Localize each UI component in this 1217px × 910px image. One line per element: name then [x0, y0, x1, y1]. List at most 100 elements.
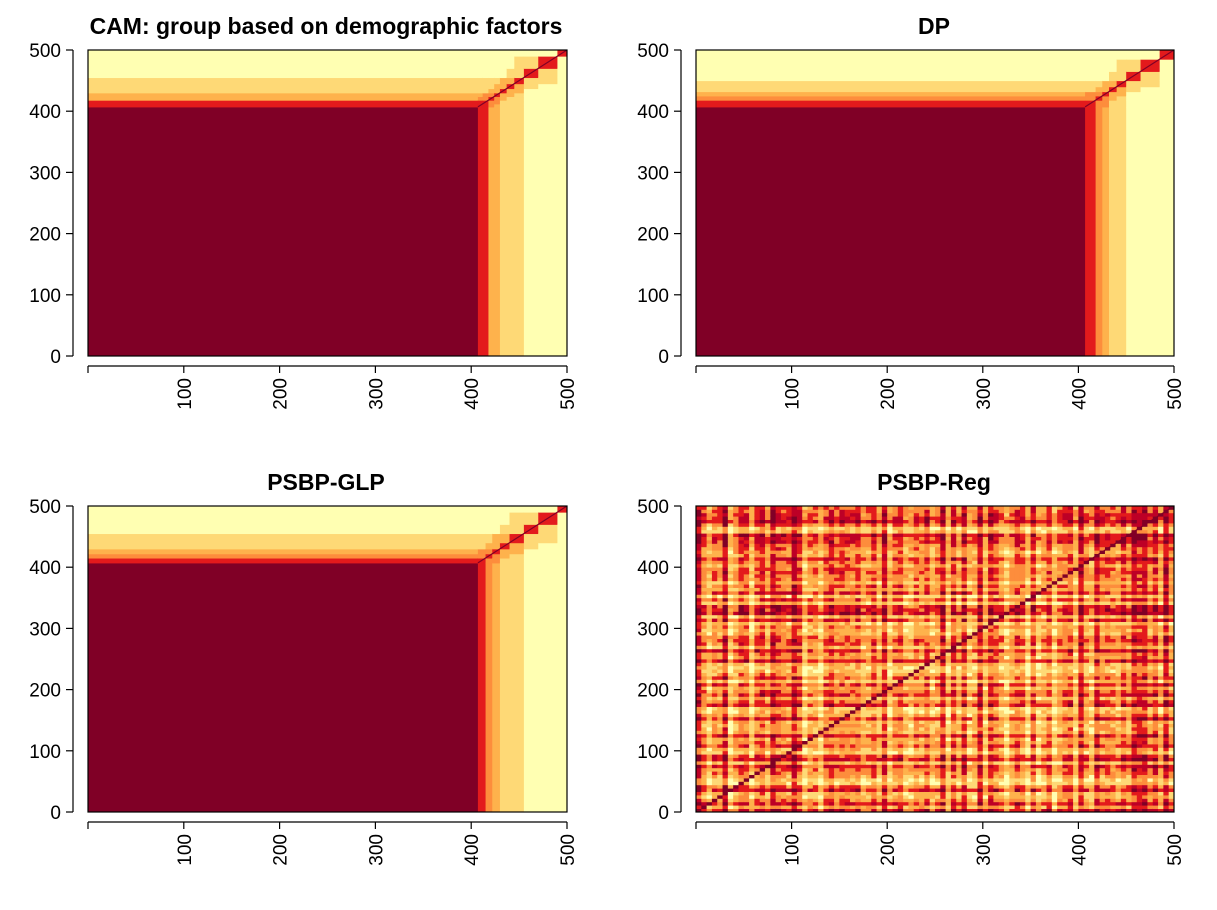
heat-cell — [945, 706, 952, 711]
heat-cell — [743, 767, 750, 772]
heat-cell — [791, 526, 798, 531]
heat-cell — [871, 648, 877, 653]
heat-cell — [828, 703, 835, 707]
heat-cell — [834, 519, 840, 524]
heat-cell — [775, 686, 782, 690]
heat-cell — [956, 543, 962, 548]
heat-cell — [913, 563, 920, 568]
heat-cell — [780, 710, 787, 714]
heat-cell — [722, 795, 729, 799]
heat-cell — [876, 764, 883, 769]
heat-cell — [749, 648, 755, 653]
heat-cell — [791, 676, 798, 680]
heat-cell — [743, 587, 750, 592]
heat-cell — [711, 665, 718, 670]
heat-cell — [935, 536, 941, 541]
heat-cell — [765, 638, 771, 643]
heat-cell — [881, 808, 888, 813]
heat-cell — [929, 506, 936, 510]
heat-cell — [919, 601, 925, 605]
heat-cell — [919, 516, 925, 520]
heat-cell — [791, 608, 798, 612]
heat-cell — [844, 744, 851, 748]
heat-cell — [743, 659, 750, 663]
heat-cell — [903, 553, 909, 558]
heat-cell — [738, 669, 745, 673]
heat-cell — [759, 509, 766, 514]
heat-cell — [791, 733, 798, 738]
heat-cell — [802, 631, 808, 636]
heat-cell — [892, 580, 899, 585]
heat-cell — [892, 672, 899, 677]
heat-cell — [855, 594, 862, 599]
heat-cell — [711, 550, 718, 554]
heat-cell — [887, 679, 893, 684]
y-tick-label: 400 — [29, 558, 61, 579]
heat-cell — [871, 638, 877, 643]
heat-cell — [881, 655, 888, 660]
heat-cell — [823, 567, 830, 571]
heat-cell — [523, 506, 539, 513]
heat-cell — [924, 788, 931, 792]
heat-cell — [950, 798, 957, 803]
heat-cell — [892, 737, 899, 741]
heat-cell — [860, 574, 867, 578]
heat-cell — [860, 642, 867, 646]
heat-cell — [860, 594, 867, 599]
heat-cell — [871, 778, 877, 782]
heat-cell — [818, 563, 824, 568]
heat-cell — [881, 512, 888, 517]
heat-cell — [523, 533, 539, 544]
heat-cell — [780, 730, 787, 735]
heat-cell — [791, 808, 798, 813]
heat-cell — [913, 767, 920, 772]
heat-cell — [935, 730, 941, 735]
heat-cell — [834, 648, 840, 653]
heat-cell — [950, 546, 957, 551]
heat-cell — [727, 648, 734, 653]
heat-cell — [807, 557, 814, 561]
heat-cell — [749, 567, 755, 571]
heat-cell — [711, 774, 718, 779]
heat-cell — [786, 750, 792, 755]
heat-cell — [834, 608, 840, 612]
heat-cell — [834, 584, 840, 588]
heat-cell — [892, 625, 899, 629]
heat-cell — [945, 519, 952, 524]
heat-cell — [935, 550, 941, 554]
heat-cell — [711, 628, 718, 633]
heat-cell — [780, 788, 787, 792]
heat-cell — [807, 716, 814, 721]
heat-cell — [950, 757, 957, 762]
heat-cell — [818, 669, 824, 673]
heat-cell — [823, 597, 830, 602]
heat-cell — [956, 679, 962, 684]
heat-cell — [812, 587, 819, 592]
heat-cell — [850, 665, 856, 670]
heat-cell — [871, 523, 877, 527]
heat-cell — [940, 621, 947, 626]
heat-cell — [780, 767, 787, 772]
heat-cell — [935, 737, 941, 741]
heat-cell — [759, 761, 766, 765]
heat-cell — [940, 523, 947, 527]
heat-cell — [834, 652, 840, 656]
heat-cell — [738, 580, 745, 585]
heat-cell — [940, 594, 947, 599]
heat-cell — [860, 747, 867, 752]
heat-cell — [913, 710, 920, 714]
heat-cell — [701, 686, 708, 690]
heat-cell — [523, 100, 539, 105]
heat-cell — [733, 801, 739, 806]
heat-cell — [903, 679, 909, 684]
heat-cell — [696, 563, 702, 568]
heat-cell — [791, 723, 798, 728]
heat-cell — [871, 560, 877, 565]
heat-cell — [913, 723, 920, 728]
heat-cell — [722, 553, 729, 558]
heat-cell — [780, 801, 787, 806]
heat-cell — [929, 587, 936, 592]
heat-cell — [802, 672, 808, 677]
heat-cell — [754, 635, 761, 639]
heat-cell — [935, 710, 941, 714]
